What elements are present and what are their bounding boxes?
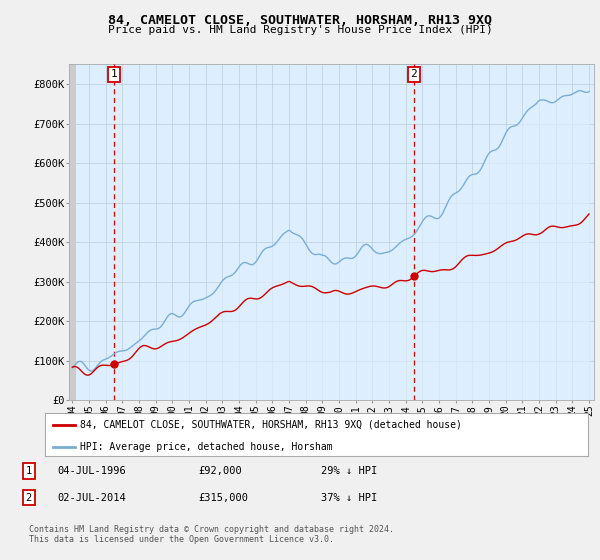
Text: 84, CAMELOT CLOSE, SOUTHWATER, HORSHAM, RH13 9XQ (detached house): 84, CAMELOT CLOSE, SOUTHWATER, HORSHAM, … [80, 420, 462, 430]
Text: 02-JUL-2014: 02-JUL-2014 [57, 493, 126, 503]
Text: 1: 1 [110, 69, 118, 80]
Text: HPI: Average price, detached house, Horsham: HPI: Average price, detached house, Hors… [80, 442, 333, 452]
Text: 04-JUL-1996: 04-JUL-1996 [57, 466, 126, 476]
Text: £315,000: £315,000 [198, 493, 248, 503]
Text: 2: 2 [410, 69, 418, 80]
Text: 2: 2 [26, 493, 32, 503]
Text: £92,000: £92,000 [198, 466, 242, 476]
Text: 29% ↓ HPI: 29% ↓ HPI [321, 466, 377, 476]
Bar [69, 64, 76, 400]
Text: 1: 1 [26, 466, 32, 476]
Text: 84, CAMELOT CLOSE, SOUTHWATER, HORSHAM, RH13 9XQ: 84, CAMELOT CLOSE, SOUTHWATER, HORSHAM, … [108, 14, 492, 27]
Text: Price paid vs. HM Land Registry's House Price Index (HPI): Price paid vs. HM Land Registry's House … [107, 25, 493, 35]
Text: Contains HM Land Registry data © Crown copyright and database right 2024.
This d: Contains HM Land Registry data © Crown c… [29, 525, 394, 544]
Text: 37% ↓ HPI: 37% ↓ HPI [321, 493, 377, 503]
